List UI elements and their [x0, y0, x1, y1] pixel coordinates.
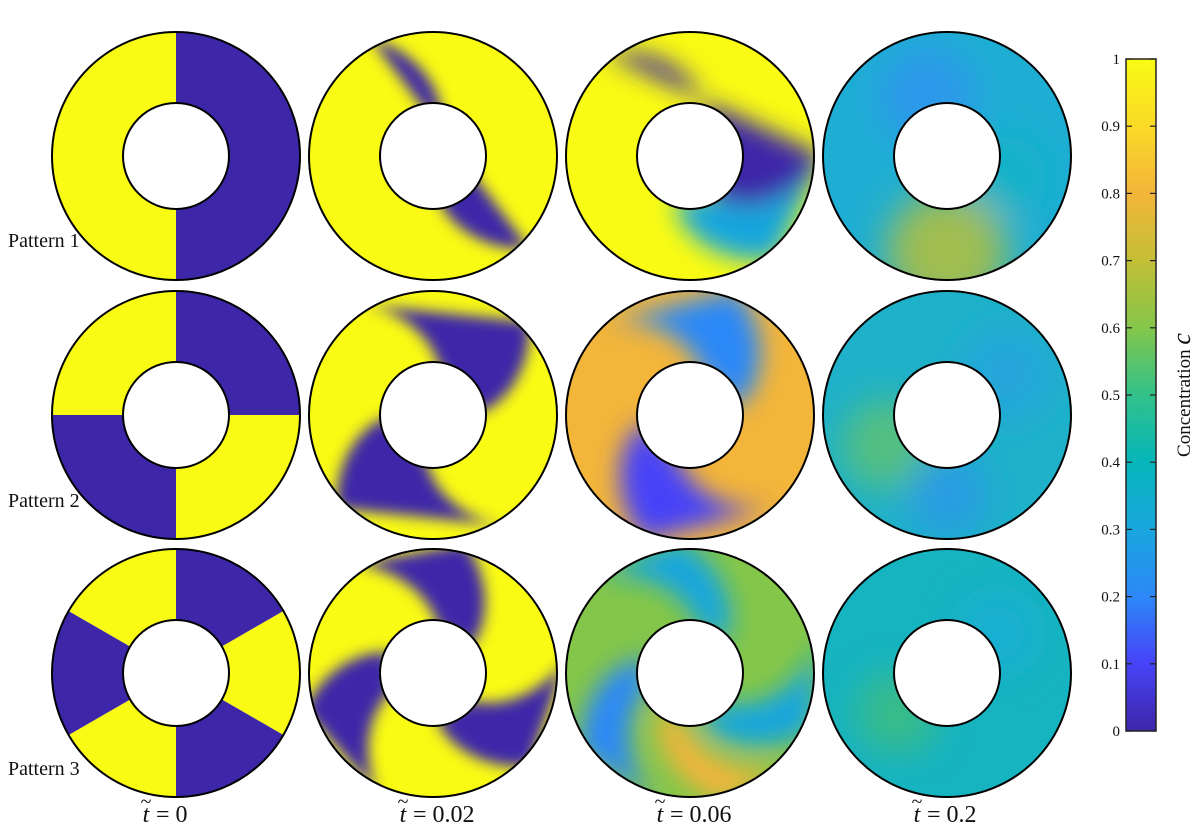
inner-boundary [636, 619, 744, 727]
outer-boundary [51, 290, 301, 540]
concentration-swirl [358, 303, 530, 414]
outer-boundary [565, 548, 815, 798]
time-symbol: t [400, 802, 408, 828]
time-label-3: t~ = 0.06 [655, 791, 732, 828]
time-symbol: t [657, 802, 665, 828]
colorbar: 0 0.1 0.2 0.3 0.4 0.5 0.6 0.7 0.8 0.9 1 Concentrati… [1101, 52, 1196, 740]
colorbar-title: Concentration c [1167, 333, 1196, 457]
concentration-blob [887, 191, 1007, 280]
colorbar-tick-label: 0.9 [1101, 119, 1120, 135]
outer-boundary [308, 548, 558, 798]
inner-boundary [379, 102, 487, 210]
inner-boundary [893, 361, 1001, 469]
colorbar-tick-label: 0.4 [1101, 455, 1120, 471]
outer-boundary [51, 31, 301, 281]
outer-boundary [51, 548, 301, 798]
tilde-mark: ~ [141, 791, 152, 813]
colorbar-symbol: c [1167, 333, 1196, 345]
inner-boundary [636, 102, 744, 210]
outer-boundary [565, 290, 815, 540]
time-label-4: t~ = 0.2 [912, 791, 977, 828]
tilde-mark: ~ [655, 791, 666, 813]
colorbar-tick-label: 0.3 [1101, 522, 1120, 538]
time-labels: t~ = 0 t~ = 0.02 t~ = 0.06 t~ = 0.2 [141, 791, 977, 828]
row-label-pattern-2: Pattern 2 [8, 490, 80, 512]
inner-boundary [636, 361, 744, 469]
time-symbol: t [914, 802, 922, 828]
colorbar-tick-label: 0 [1113, 724, 1121, 740]
row-label-pattern-1: Pattern 1 [8, 230, 80, 252]
row-labels: Pattern 1 Pattern 2 Pattern 3 [8, 230, 80, 780]
outer-boundary [308, 31, 558, 281]
outer-boundary [308, 290, 558, 540]
colorbar-tick-label: 0.7 [1101, 254, 1120, 270]
concentration-swirl [436, 659, 558, 767]
colorbar-tick-label: 0.6 [1101, 321, 1120, 337]
inner-boundary [379, 361, 487, 469]
annulus-panel-p1-t1 [51, 31, 301, 281]
concentration-sector [51, 31, 176, 281]
time-symbol: t [143, 802, 151, 828]
concentration-blob [907, 455, 987, 535]
concentration-swirl [354, 548, 485, 647]
concentration-sector [176, 31, 301, 281]
time-label-1: t~ = 0 [141, 791, 188, 828]
outer-boundary [565, 31, 815, 281]
concentration-swirl [698, 638, 814, 746]
time-value: = 0.2 [927, 802, 977, 828]
time-value: = 0 [156, 802, 188, 828]
colorbar-tick-label: 0.2 [1101, 590, 1120, 606]
colorbar-tick-label: 0.8 [1101, 186, 1120, 202]
outer-boundary [822, 31, 1072, 281]
concentration-sector [176, 606, 301, 740]
tilde-mark: ~ [398, 791, 409, 813]
outer-boundary [822, 290, 1072, 540]
concentration-sector [51, 606, 176, 740]
annulus-panel-grid [51, 31, 1072, 798]
time-value: = 0.02 [413, 802, 475, 828]
time-label-2: t~ = 0.02 [398, 791, 475, 828]
colorbar-tick-label: 0.1 [1101, 657, 1120, 673]
inner-boundary [893, 102, 1001, 210]
colorbar-tick-label: 0.5 [1101, 388, 1120, 404]
colorbar-tick-label: 1 [1113, 52, 1121, 68]
inner-boundary [893, 619, 1001, 727]
colorbar-label: Concentration c [1167, 333, 1196, 457]
inner-boundary [379, 619, 487, 727]
inner-boundary [122, 361, 230, 469]
time-value: = 0.06 [670, 802, 732, 828]
concentration-swirl [336, 416, 508, 527]
inner-boundary [122, 619, 230, 727]
outer-boundary [822, 548, 1072, 798]
tilde-mark: ~ [912, 791, 923, 813]
concentration-swirl [580, 656, 656, 797]
concentration-swirl [308, 652, 391, 796]
inner-boundary [122, 102, 230, 210]
row-label-pattern-3: Pattern 3 [8, 758, 80, 780]
